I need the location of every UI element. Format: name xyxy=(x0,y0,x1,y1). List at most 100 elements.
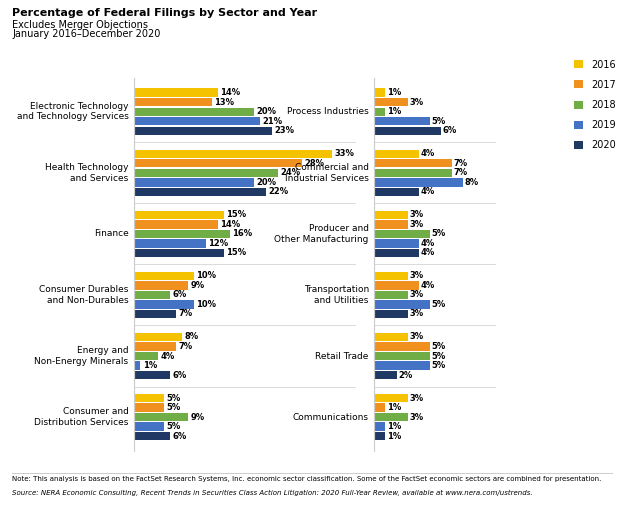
Text: 23%: 23% xyxy=(275,126,295,135)
Bar xyxy=(374,342,430,351)
Bar xyxy=(134,362,140,370)
Text: 1%: 1% xyxy=(142,361,157,370)
Text: 5%: 5% xyxy=(431,300,446,309)
Legend: 2016, 2017, 2018, 2019, 2020: 2016, 2017, 2018, 2019, 2020 xyxy=(574,59,616,151)
Text: 20%: 20% xyxy=(256,178,276,187)
Text: 1%: 1% xyxy=(387,107,401,116)
Bar xyxy=(374,432,386,440)
Text: 8%: 8% xyxy=(185,332,198,341)
Text: 6%: 6% xyxy=(172,370,187,380)
Text: 3%: 3% xyxy=(409,309,423,318)
Text: January 2016–December 2020: January 2016–December 2020 xyxy=(12,29,161,39)
Bar xyxy=(374,249,419,257)
Text: 4%: 4% xyxy=(421,239,434,248)
Bar xyxy=(374,89,386,97)
Text: 10%: 10% xyxy=(197,271,217,280)
Text: 15%: 15% xyxy=(227,210,246,219)
Text: 5%: 5% xyxy=(167,393,181,403)
Bar xyxy=(134,342,176,351)
Text: 5%: 5% xyxy=(431,361,446,370)
Text: 3%: 3% xyxy=(409,290,423,300)
Text: 24%: 24% xyxy=(280,168,300,177)
Bar xyxy=(134,127,272,135)
Text: 3%: 3% xyxy=(409,332,423,341)
Bar xyxy=(374,291,407,299)
Bar xyxy=(374,188,419,196)
Text: Percentage of Federal Filings by Sector and Year: Percentage of Federal Filings by Sector … xyxy=(12,8,318,18)
Text: 9%: 9% xyxy=(190,413,205,421)
Bar xyxy=(374,362,430,370)
Bar xyxy=(134,159,302,167)
Bar xyxy=(134,371,170,379)
Text: 3%: 3% xyxy=(409,210,423,219)
Bar xyxy=(374,178,463,187)
Text: 7%: 7% xyxy=(454,159,467,168)
Bar xyxy=(134,178,254,187)
Text: 1%: 1% xyxy=(387,88,401,97)
Bar xyxy=(134,239,206,247)
Text: Note: This analysis is based on the FactSet Research Systems, Inc. economic sect: Note: This analysis is based on the Fact… xyxy=(12,476,602,482)
Text: 4%: 4% xyxy=(421,149,434,158)
Text: 22%: 22% xyxy=(268,188,288,196)
Bar xyxy=(374,159,452,167)
Text: 1%: 1% xyxy=(387,431,401,441)
Bar xyxy=(134,291,170,299)
Text: 7%: 7% xyxy=(454,168,467,177)
Bar xyxy=(374,394,407,402)
Bar xyxy=(134,310,176,318)
Text: 4%: 4% xyxy=(160,352,175,361)
Text: Excludes Merger Objections: Excludes Merger Objections xyxy=(12,20,149,30)
Bar xyxy=(134,210,224,219)
Text: Source: NERA Economic Consulting, Recent Trends in Securities Class Action Litig: Source: NERA Economic Consulting, Recent… xyxy=(12,490,533,497)
Text: 3%: 3% xyxy=(409,393,423,403)
Bar xyxy=(374,310,407,318)
Text: 15%: 15% xyxy=(227,249,246,257)
Text: 6%: 6% xyxy=(172,431,187,441)
Text: 5%: 5% xyxy=(167,422,181,431)
Text: 7%: 7% xyxy=(178,342,193,351)
Bar xyxy=(374,281,419,290)
Text: 6%: 6% xyxy=(442,126,457,135)
Text: 33%: 33% xyxy=(334,149,354,158)
Bar xyxy=(374,210,407,219)
Text: 4%: 4% xyxy=(421,188,434,196)
Text: 4%: 4% xyxy=(421,249,434,257)
Bar xyxy=(134,432,170,440)
Bar xyxy=(134,403,164,412)
Bar xyxy=(374,239,419,247)
Text: 5%: 5% xyxy=(431,342,446,351)
Text: 3%: 3% xyxy=(409,413,423,421)
Bar xyxy=(374,230,430,238)
Text: 5%: 5% xyxy=(431,352,446,361)
Bar xyxy=(134,281,188,290)
Bar xyxy=(134,352,158,360)
Bar xyxy=(374,150,419,158)
Bar xyxy=(134,150,332,158)
Bar xyxy=(374,169,452,177)
Bar xyxy=(134,300,194,308)
Text: 14%: 14% xyxy=(220,220,240,229)
Bar xyxy=(374,352,430,360)
Bar xyxy=(134,394,164,402)
Bar xyxy=(374,98,407,106)
Bar xyxy=(374,423,386,431)
Text: 13%: 13% xyxy=(215,98,235,107)
Text: 2%: 2% xyxy=(398,370,412,380)
Text: 28%: 28% xyxy=(304,159,324,168)
Bar xyxy=(134,117,260,126)
Text: 1%: 1% xyxy=(387,422,401,431)
Bar xyxy=(134,107,254,116)
Text: 8%: 8% xyxy=(464,178,479,187)
Bar xyxy=(134,89,218,97)
Bar xyxy=(134,423,164,431)
Text: 5%: 5% xyxy=(431,229,446,239)
Bar xyxy=(374,413,407,421)
Bar xyxy=(374,127,441,135)
Text: 7%: 7% xyxy=(178,309,193,318)
Bar xyxy=(374,107,386,116)
Bar xyxy=(134,98,212,106)
Text: 4%: 4% xyxy=(421,281,434,290)
Text: 14%: 14% xyxy=(220,88,240,97)
Text: 5%: 5% xyxy=(431,117,446,126)
Text: 3%: 3% xyxy=(409,220,423,229)
